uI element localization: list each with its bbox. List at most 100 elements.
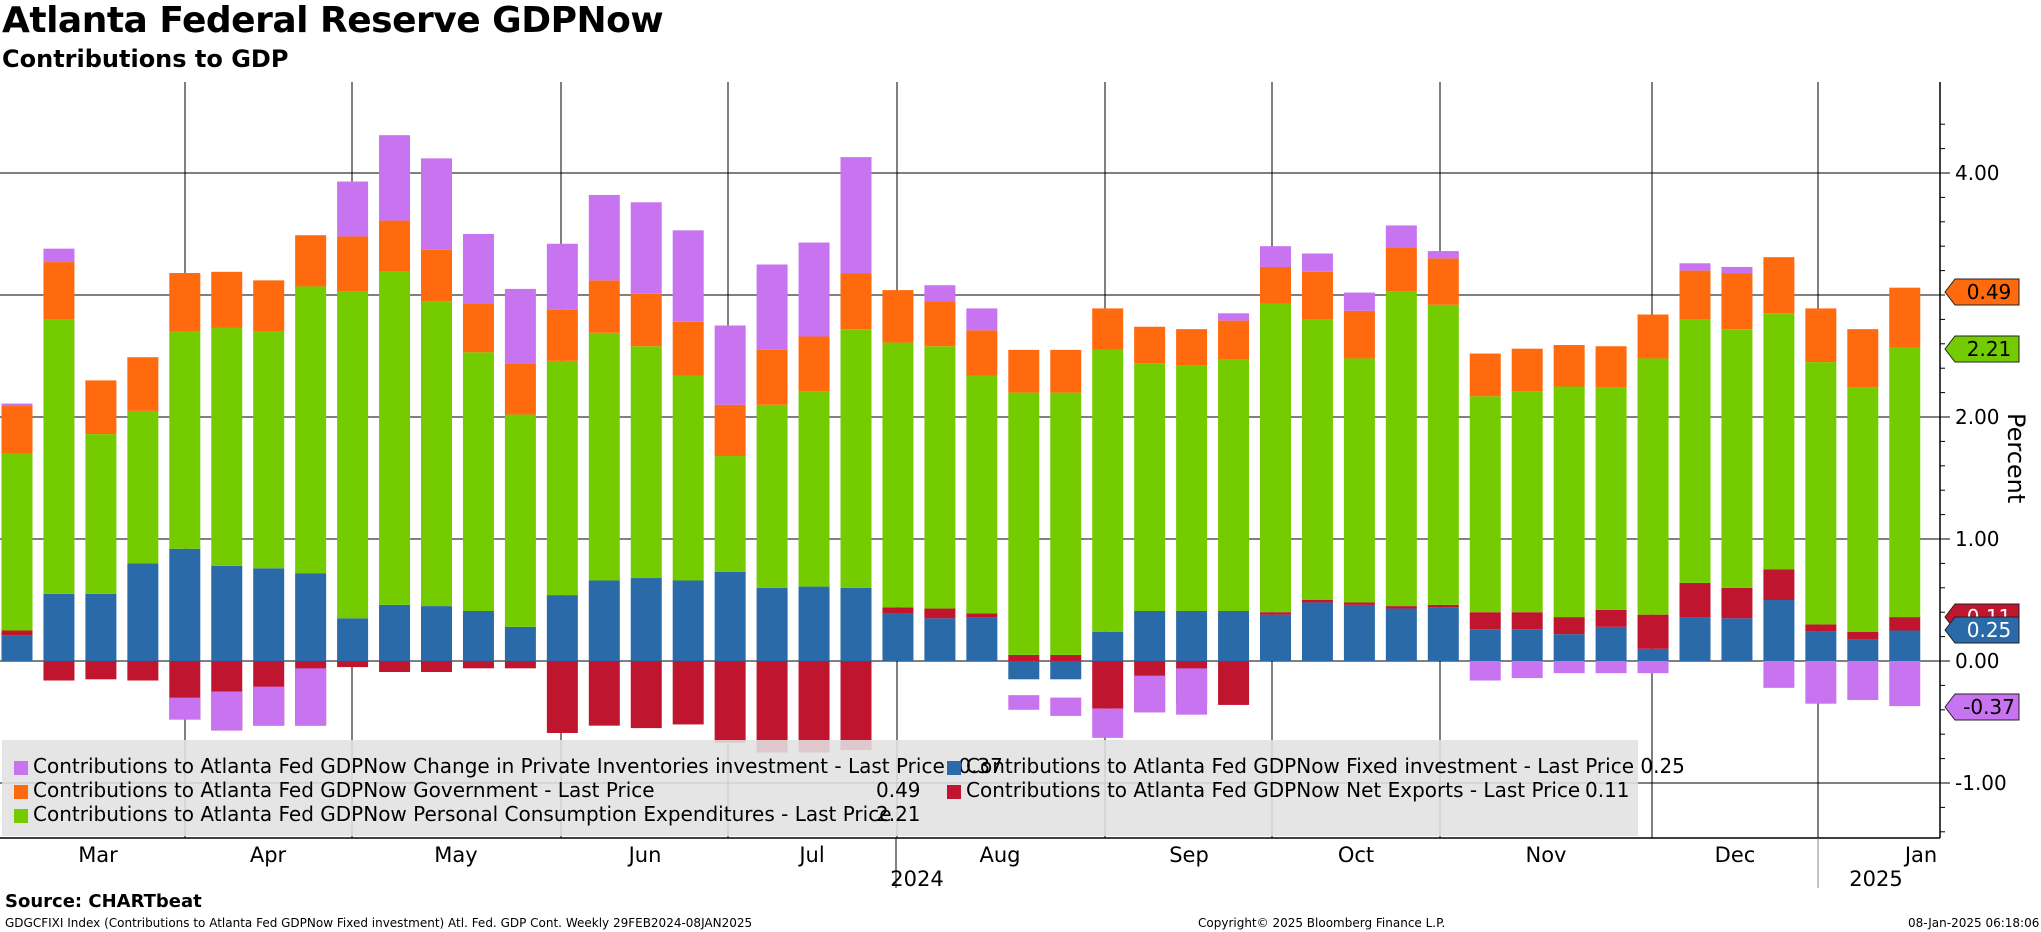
bar-fixed-investment (630, 578, 662, 661)
bar-net-exports (1427, 604, 1459, 608)
bar-fixed-investment (1427, 607, 1459, 661)
bar-consumption (1637, 358, 1669, 615)
bar-inventories (546, 243, 578, 310)
bar-government (882, 290, 914, 343)
bar-consumption (882, 342, 914, 608)
bar-inventories (1553, 661, 1585, 674)
bar-consumption (840, 329, 872, 588)
bar-net-exports (1805, 624, 1837, 632)
bar-consumption (1847, 387, 1879, 632)
legend-swatch-net-exports (947, 784, 961, 799)
bar-consumption (169, 331, 201, 549)
bar-consumption (1553, 386, 1585, 618)
bar-net-exports (1, 630, 33, 636)
bar-inventories (672, 230, 704, 322)
x-tick-label: Sep (1169, 843, 1209, 867)
x-tick-label: Dec (1715, 843, 1756, 867)
x-tick-label: Jun (627, 843, 662, 867)
bar-government (1763, 257, 1795, 314)
x-tick-label: Jan (1903, 843, 1937, 867)
bar-inventories (798, 242, 830, 337)
bar-government (840, 273, 872, 330)
bar-net-exports (756, 661, 788, 753)
bar-inventories (1637, 661, 1669, 674)
bar-consumption (924, 346, 956, 609)
bar-government (1343, 310, 1375, 359)
last-value-tag-label: 0.25 (1967, 618, 2012, 642)
bar-consumption (462, 352, 494, 611)
bar-net-exports (1260, 612, 1291, 615)
bar-fixed-investment (169, 548, 201, 661)
bar-consumption (1343, 358, 1375, 603)
bar-consumption (127, 410, 159, 564)
bar-net-exports (1847, 631, 1879, 640)
bar-consumption (1050, 392, 1082, 655)
y-tick-label: 4.00 (1955, 161, 2000, 185)
bar-consumption (253, 331, 285, 569)
last-value-tag-label: 0.49 (1967, 280, 2012, 304)
bar-consumption (588, 332, 620, 581)
bar-fixed-investment (798, 586, 830, 661)
bar-government (672, 321, 704, 376)
bar-net-exports (504, 661, 536, 669)
bar-government (630, 293, 662, 347)
bar-net-exports (966, 613, 998, 618)
bar-inventories (421, 158, 452, 250)
legend-label-government: Contributions to Atlanta Fed GDPNow Gove… (33, 778, 655, 802)
bar-government (1260, 266, 1291, 304)
bar-fixed-investment (421, 606, 452, 661)
x-tick-label: Oct (1338, 843, 1374, 867)
bar-fixed-investment (924, 618, 956, 661)
copyright: Copyright© 2025 Bloomberg Finance L.P. (1198, 916, 1446, 930)
y-axis-label: Percent (2002, 413, 2030, 503)
bar-consumption (379, 271, 411, 605)
last-value-tag (1944, 335, 2020, 363)
bar-net-exports (1595, 609, 1627, 627)
x-tick-label: Apr (250, 843, 287, 867)
legend-swatch-fixed-investment (947, 760, 961, 775)
bar-fixed-investment (1679, 617, 1711, 661)
bar-net-exports (379, 661, 411, 672)
bar-net-exports (546, 661, 578, 733)
y-tick-label: 2.00 (1955, 405, 2000, 429)
bar-fixed-investment (1763, 600, 1795, 661)
bar-government (1050, 349, 1082, 393)
y-tick-label: 1.00 (1955, 527, 2000, 551)
bar-inventories (1092, 708, 1124, 738)
bar-fixed-investment (1805, 631, 1837, 661)
bar-consumption (43, 319, 75, 594)
bar-government (966, 330, 998, 376)
bar-fixed-investment (85, 593, 117, 661)
bar-fixed-investment (1008, 661, 1040, 680)
last-value-tag-label: 2.21 (1967, 337, 2012, 361)
bar-inventories (211, 691, 243, 731)
bar-government (588, 280, 620, 333)
bar-inventories (924, 285, 956, 302)
source-note: Source: CHARTbeat (5, 891, 202, 912)
x-tick-label: Mar (78, 843, 118, 867)
bar-net-exports (1050, 654, 1082, 661)
bar-inventories (295, 668, 327, 726)
bar-net-exports (337, 661, 369, 668)
bar-fixed-investment (840, 587, 872, 661)
legend-swatch-inventories (14, 760, 28, 775)
bar-fixed-investment (379, 604, 411, 661)
bar-net-exports (1008, 654, 1040, 661)
bar-consumption (1260, 303, 1291, 613)
bar-net-exports (630, 661, 662, 729)
bar-fixed-investment (1511, 629, 1543, 661)
bar-government (1427, 258, 1459, 305)
bar-fixed-investment (1218, 610, 1250, 661)
bar-fixed-investment (1301, 602, 1333, 661)
legend-label-fixed-investment: Contributions to Atlanta Fed GDPNow Fixe… (966, 754, 1635, 778)
y-tick-label: 0.00 (1955, 649, 2000, 673)
legend-item-inventories: Contributions to Atlanta Fed GDPNow Chan… (14, 754, 1003, 778)
bar-consumption (966, 375, 998, 614)
bar-net-exports (1092, 661, 1124, 709)
bar-net-exports (462, 661, 494, 669)
bar-fixed-investment (211, 565, 243, 661)
bar-government (253, 280, 285, 332)
bar-fixed-investment (1050, 661, 1082, 680)
bar-fixed-investment (1721, 618, 1753, 661)
bar-inventories (1679, 263, 1711, 271)
